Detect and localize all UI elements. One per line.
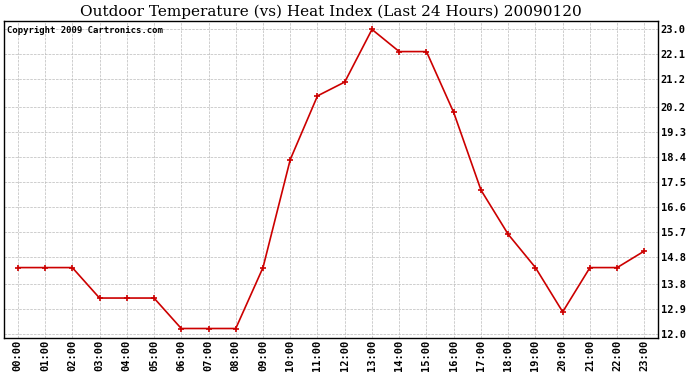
Text: Copyright 2009 Cartronics.com: Copyright 2009 Cartronics.com xyxy=(8,26,164,35)
Title: Outdoor Temperature (vs) Heat Index (Last 24 Hours) 20090120: Outdoor Temperature (vs) Heat Index (Las… xyxy=(80,4,582,18)
